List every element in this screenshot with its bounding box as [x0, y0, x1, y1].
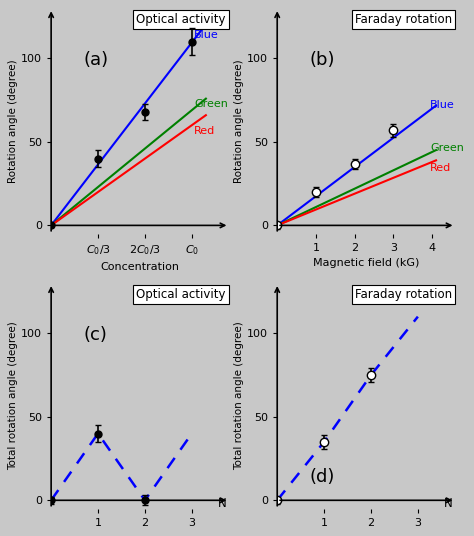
Text: (b): (b)	[309, 51, 335, 69]
Text: Green: Green	[430, 143, 464, 153]
Text: Blue: Blue	[194, 30, 219, 40]
Text: (c): (c)	[83, 325, 107, 344]
Y-axis label: Rotation angle (degree): Rotation angle (degree)	[9, 59, 18, 183]
Text: (a): (a)	[83, 51, 109, 69]
Text: Blue: Blue	[430, 100, 455, 110]
Y-axis label: Total rotation angle (degree): Total rotation angle (degree)	[235, 322, 245, 470]
X-axis label: Concentration: Concentration	[101, 262, 180, 272]
Text: Faraday rotation: Faraday rotation	[355, 13, 452, 26]
Text: N: N	[218, 497, 227, 510]
Text: Optical activity: Optical activity	[136, 13, 226, 26]
Text: Red: Red	[430, 163, 451, 173]
Text: Optical activity: Optical activity	[136, 288, 226, 301]
Text: (d): (d)	[309, 467, 335, 486]
Text: Red: Red	[194, 125, 215, 136]
Text: Green: Green	[194, 99, 228, 109]
Text: N: N	[444, 497, 453, 510]
Text: Faraday rotation: Faraday rotation	[355, 288, 452, 301]
X-axis label: Magnetic field (kG): Magnetic field (kG)	[313, 258, 419, 269]
Y-axis label: Rotation angle (degree): Rotation angle (degree)	[235, 59, 245, 183]
Y-axis label: Total rotation angle (degree): Total rotation angle (degree)	[9, 322, 18, 470]
